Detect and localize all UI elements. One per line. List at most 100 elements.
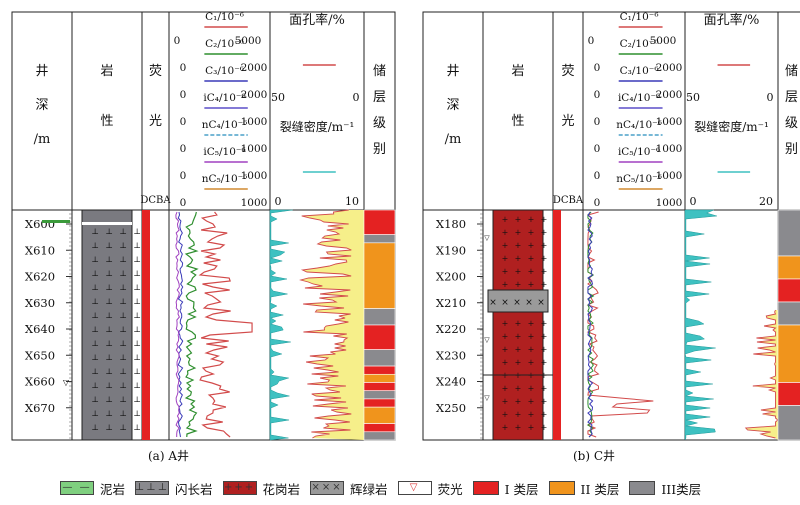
legend-label: 泥岩 — [100, 481, 126, 497]
diorite-pattern: ⊥ — [105, 241, 113, 250]
reservoir-class-II — [363, 242, 396, 309]
diorite-pattern: ⊥ — [91, 227, 99, 236]
granite-pattern: + — [528, 358, 535, 367]
legend-swatch: — — — [60, 481, 94, 495]
legend-item: III类层 — [629, 479, 701, 498]
granite-pattern: + — [541, 345, 548, 354]
depth-header: 井 — [35, 64, 48, 79]
diorite-pattern: ⊥ — [133, 381, 141, 390]
diorite-pattern: ⊥ — [105, 353, 113, 362]
reservoir-class-III — [777, 301, 800, 326]
granite-pattern: + — [502, 423, 509, 432]
gas-curve — [175, 211, 180, 438]
diorite-pattern: ⊥ — [133, 269, 141, 278]
granite-pattern: + — [541, 397, 548, 406]
diorite-pattern: ⊥ — [133, 227, 141, 236]
reservoir-class-III — [363, 234, 396, 244]
gas-max-label: 2000 — [656, 89, 683, 101]
depth-tick-label: X190 — [436, 243, 466, 257]
lithology-header: 性 — [100, 114, 113, 129]
diorite-pattern: ⊥ — [105, 311, 113, 320]
fracture-fill — [269, 209, 293, 441]
fracture-header: 裂缝密度/m⁻¹ — [694, 119, 769, 134]
legend-label: II 类层 — [580, 481, 620, 497]
diorite-pattern: ⊥ — [119, 409, 127, 418]
granite-pattern: + — [541, 267, 548, 276]
reservoir-class-III — [363, 308, 396, 326]
legend-item: I 类层 — [472, 479, 539, 498]
granite-pattern: + — [528, 332, 535, 341]
gas-min-label: 0 — [180, 89, 187, 101]
diorite-pattern: ⊥ — [119, 297, 127, 306]
reservoir-class-I — [363, 209, 396, 235]
diorite-pattern: ⊥ — [91, 381, 99, 390]
granite-pattern: + — [528, 241, 535, 250]
granite-pattern: + — [502, 267, 509, 276]
diorite-pattern: ⊥ — [133, 241, 141, 250]
porosity-scale-left: 50 — [271, 91, 285, 104]
diorite-pattern: ⊥ — [133, 311, 141, 320]
granite-pattern: + — [502, 319, 509, 328]
diorite-pattern: ⊥ — [91, 269, 99, 278]
gas-max-label: 5000 — [650, 35, 677, 47]
depth-tick-label: X240 — [436, 375, 466, 389]
porosity-fill — [745, 310, 778, 440]
gas-curve — [177, 211, 184, 438]
reservoir-header: 层 — [373, 90, 386, 105]
lithology-header: 岩 — [100, 64, 113, 79]
gas-curve-label: C₃/10⁻⁶ — [620, 65, 659, 77]
gas-max-label: 1000 — [241, 170, 268, 182]
gas-max-label: 1000 — [656, 116, 683, 128]
diorite-pattern: ⊥ — [119, 283, 127, 292]
depth-tick-label: X630 — [25, 296, 55, 310]
fluorescence-marker: ▽ — [484, 234, 490, 242]
fluorescence-scale: DCBA — [140, 195, 171, 206]
granite-pattern: + — [528, 215, 535, 224]
panel-caption: (b) C井 — [573, 449, 615, 463]
granite-pattern: + — [502, 241, 509, 250]
diorite-pattern: ⊥ — [105, 297, 113, 306]
gas-min-label: 0 — [174, 35, 181, 47]
gas-curve — [586, 211, 654, 438]
granite-pattern: + — [528, 319, 535, 328]
granite-pattern: + — [528, 410, 535, 419]
diorite-pattern: ⊥ — [133, 255, 141, 264]
diorite-pattern: ⊥ — [91, 423, 99, 432]
reservoir-class-II — [777, 255, 800, 280]
depth-tick-label: X670 — [25, 401, 55, 415]
granite-pattern: + — [502, 254, 509, 263]
diorite-pattern: ⊥ — [133, 367, 141, 376]
fracture-header: 裂缝密度/m⁻¹ — [280, 119, 355, 134]
gas-max-label: 1000 — [241, 143, 268, 155]
granite-pattern: + — [515, 397, 522, 406]
reservoir-header: 储 — [373, 64, 386, 79]
depth-tick-label: X210 — [436, 296, 466, 310]
legend-label: III类层 — [661, 481, 702, 497]
diorite-pattern: ⊥ — [105, 255, 113, 264]
depth-header: 井 — [446, 64, 459, 79]
legend-item: II 类层 — [548, 479, 620, 498]
granite-pattern: + — [502, 397, 509, 406]
gas-curve-label: nC₅/10⁻⁶ — [202, 173, 248, 185]
gas-curve-label: nC₄/10⁻⁶ — [202, 119, 248, 131]
depth-tick-label: X620 — [25, 270, 55, 284]
fluorescence-marker: ▽ — [484, 394, 490, 402]
diabase-pattern: × — [513, 298, 521, 308]
porosity-scale-left: 50 — [686, 91, 700, 104]
diorite-pattern: ⊥ — [119, 255, 127, 264]
diorite-pattern: ⊥ — [119, 227, 127, 236]
reservoir-class-III — [363, 431, 396, 441]
gas-curve-label: C₂/10⁻⁶ — [620, 38, 659, 50]
diorite-pattern: ⊥ — [105, 409, 113, 418]
reservoir-header: 储 — [785, 64, 798, 79]
diorite-pattern: ⊥ — [105, 283, 113, 292]
legend-label: 闪长岩 — [175, 481, 213, 497]
granite-pattern: + — [541, 280, 548, 289]
gas-max-label: 2000 — [241, 62, 268, 74]
diorite-pattern: ⊥ — [133, 339, 141, 348]
depth-header: /m — [34, 132, 51, 147]
gas-max-label: 2000 — [241, 89, 268, 101]
depth-tick-label: X650 — [25, 348, 55, 362]
granite-pattern: + — [528, 345, 535, 354]
fracture-scale-right: 20 — [759, 195, 773, 208]
